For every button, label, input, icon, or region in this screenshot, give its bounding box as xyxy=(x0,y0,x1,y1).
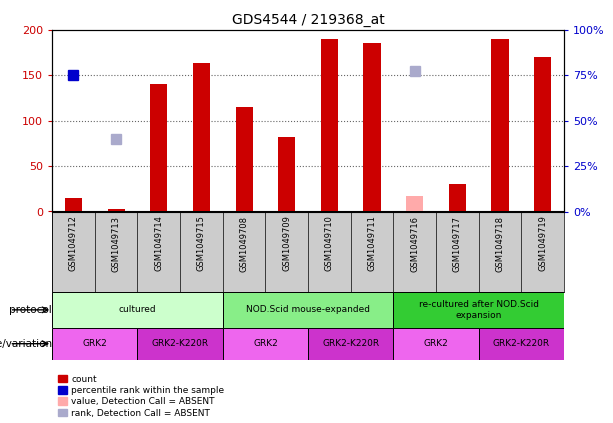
Text: re-cultured after NOD.Scid
expansion: re-cultured after NOD.Scid expansion xyxy=(419,300,539,319)
Bar xyxy=(534,57,551,212)
Text: cultured: cultured xyxy=(118,305,156,314)
Text: GRK2-K220R: GRK2-K220R xyxy=(151,339,208,348)
Text: GSM1049711: GSM1049711 xyxy=(368,216,376,272)
FancyBboxPatch shape xyxy=(223,292,394,328)
FancyBboxPatch shape xyxy=(137,328,223,360)
Bar xyxy=(65,198,82,212)
Text: GSM1049713: GSM1049713 xyxy=(112,216,121,272)
FancyBboxPatch shape xyxy=(52,328,137,360)
Bar xyxy=(193,63,210,211)
Text: GSM1049716: GSM1049716 xyxy=(410,216,419,272)
Text: GRK2: GRK2 xyxy=(424,339,448,348)
Text: GSM1049708: GSM1049708 xyxy=(240,216,248,272)
Text: GSM1049710: GSM1049710 xyxy=(325,216,334,272)
Bar xyxy=(364,43,381,212)
Title: GDS4544 / 219368_at: GDS4544 / 219368_at xyxy=(232,13,384,27)
Bar xyxy=(492,39,509,212)
Text: GSM1049715: GSM1049715 xyxy=(197,216,206,272)
Text: GRK2-K220R: GRK2-K220R xyxy=(322,339,379,348)
Bar xyxy=(278,137,295,212)
Text: GRK2: GRK2 xyxy=(82,339,107,348)
Text: GSM1049717: GSM1049717 xyxy=(453,216,462,272)
FancyBboxPatch shape xyxy=(223,328,308,360)
Bar xyxy=(235,107,253,212)
Text: GSM1049709: GSM1049709 xyxy=(282,216,291,272)
FancyBboxPatch shape xyxy=(52,292,223,328)
Text: GRK2: GRK2 xyxy=(253,339,278,348)
Text: GSM1049719: GSM1049719 xyxy=(538,216,547,272)
Text: GSM1049718: GSM1049718 xyxy=(495,216,504,272)
FancyBboxPatch shape xyxy=(394,292,564,328)
Text: genotype/variation: genotype/variation xyxy=(0,339,52,349)
Legend: count, percentile rank within the sample, value, Detection Call = ABSENT, rank, : count, percentile rank within the sample… xyxy=(56,374,225,418)
Bar xyxy=(321,39,338,212)
Bar xyxy=(406,196,423,212)
Bar xyxy=(449,184,466,212)
FancyBboxPatch shape xyxy=(394,328,479,360)
Text: GSM1049712: GSM1049712 xyxy=(69,216,78,272)
Text: NOD.Scid mouse-expanded: NOD.Scid mouse-expanded xyxy=(246,305,370,314)
Text: GRK2-K220R: GRK2-K220R xyxy=(493,339,550,348)
Text: protocol: protocol xyxy=(9,305,52,315)
FancyBboxPatch shape xyxy=(308,328,394,360)
Bar xyxy=(107,209,124,212)
FancyBboxPatch shape xyxy=(479,328,564,360)
Bar xyxy=(150,84,167,212)
Text: GSM1049714: GSM1049714 xyxy=(154,216,163,272)
